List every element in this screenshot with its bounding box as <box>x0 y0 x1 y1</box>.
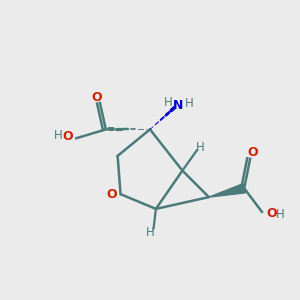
Text: O: O <box>248 146 258 159</box>
Polygon shape <box>209 184 245 197</box>
Text: O: O <box>63 130 74 143</box>
Text: N: N <box>173 99 183 112</box>
Text: H: H <box>164 96 172 109</box>
Text: H: H <box>276 208 284 221</box>
Text: O: O <box>266 207 277 220</box>
Text: H: H <box>184 97 193 110</box>
Text: H: H <box>196 141 204 154</box>
Text: H: H <box>54 129 63 142</box>
Text: O: O <box>91 91 102 104</box>
Text: H: H <box>146 226 154 239</box>
Text: O: O <box>106 188 117 201</box>
